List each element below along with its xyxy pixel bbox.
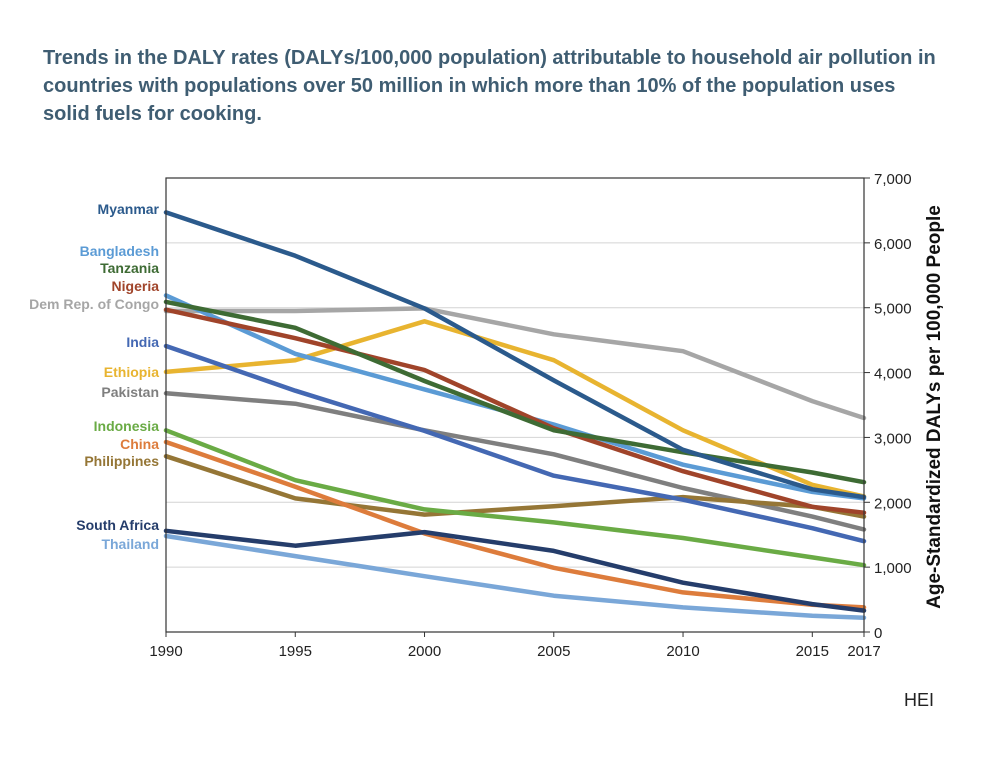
x-axis-ticks: 1990 1995 2000 2005 2010 2015 2017 — [149, 632, 881, 660]
x-tick-label: 1990 — [149, 643, 182, 660]
series-label-thailand: Thailand — [101, 536, 159, 552]
series-lines — [163, 210, 867, 620]
plot-frame — [165, 177, 865, 633]
series-label-nigeria: Nigeria — [112, 278, 160, 294]
y-tick-label: 7,000 — [874, 171, 912, 188]
series-label-myanmar: Myanmar — [98, 201, 160, 217]
series-line-south-africa — [163, 528, 867, 613]
x-tick-label: 2005 — [537, 643, 570, 660]
series-label-bangladesh: Bangladesh — [80, 243, 159, 259]
y-tick-label: 2,000 — [874, 495, 912, 512]
series-label-philippines: Philippines — [84, 453, 159, 469]
y-tick-label: 0 — [874, 625, 882, 642]
series-line-india — [163, 343, 867, 544]
x-tick-label: 1995 — [279, 643, 312, 660]
y-tick-label: 4,000 — [874, 366, 912, 383]
series-line-bangladesh — [163, 293, 867, 501]
source-credit: HEI — [904, 690, 935, 710]
series-label-indonesia: Indonesia — [94, 418, 160, 434]
series-line-ethiopia — [163, 319, 867, 499]
x-tick-label: 2017 — [847, 643, 880, 660]
series-label-china: China — [120, 436, 159, 452]
series-line-thailand — [163, 533, 867, 620]
y-tick-label: 3,000 — [874, 430, 912, 447]
x-tick-label: 2015 — [796, 643, 829, 660]
series-label-dem-rep-of-congo: Dem Rep. of Congo — [29, 296, 159, 312]
series-label-tanzania: Tanzania — [100, 260, 159, 276]
series-line-pakistan — [163, 391, 867, 532]
series-label-ethiopia: Ethiopia — [104, 364, 159, 380]
series-label-south-africa: South Africa — [76, 517, 159, 533]
y-axis-ticks: 0 1,000 2,000 3,000 4,000 5,000 6,000 7,000 — [864, 171, 912, 642]
series-label-pakistan: Pakistan — [101, 384, 159, 400]
chart-title: Trends in the DALY rates (DALYs/100,000 … — [43, 47, 936, 125]
y-tick-label: 5,000 — [874, 301, 912, 318]
series-line-indonesia — [163, 428, 867, 568]
y-axis-label: Age-Standardized DALYs per 100,000 Peopl… — [924, 205, 945, 609]
series-line-dem-rep-of-congo — [163, 306, 867, 421]
x-tick-label: 2000 — [408, 643, 441, 660]
x-tick-label: 2010 — [666, 643, 699, 660]
series-line-tanzania — [163, 299, 867, 485]
series-labels: Dem Rep. of Congo Ethiopia Pakistan Philipp… — [29, 201, 159, 552]
y-tick-label: 6,000 — [874, 236, 912, 253]
series-line-myanmar — [163, 210, 867, 500]
series-label-india: India — [126, 334, 159, 350]
y-tick-label: 1,000 — [874, 560, 912, 577]
